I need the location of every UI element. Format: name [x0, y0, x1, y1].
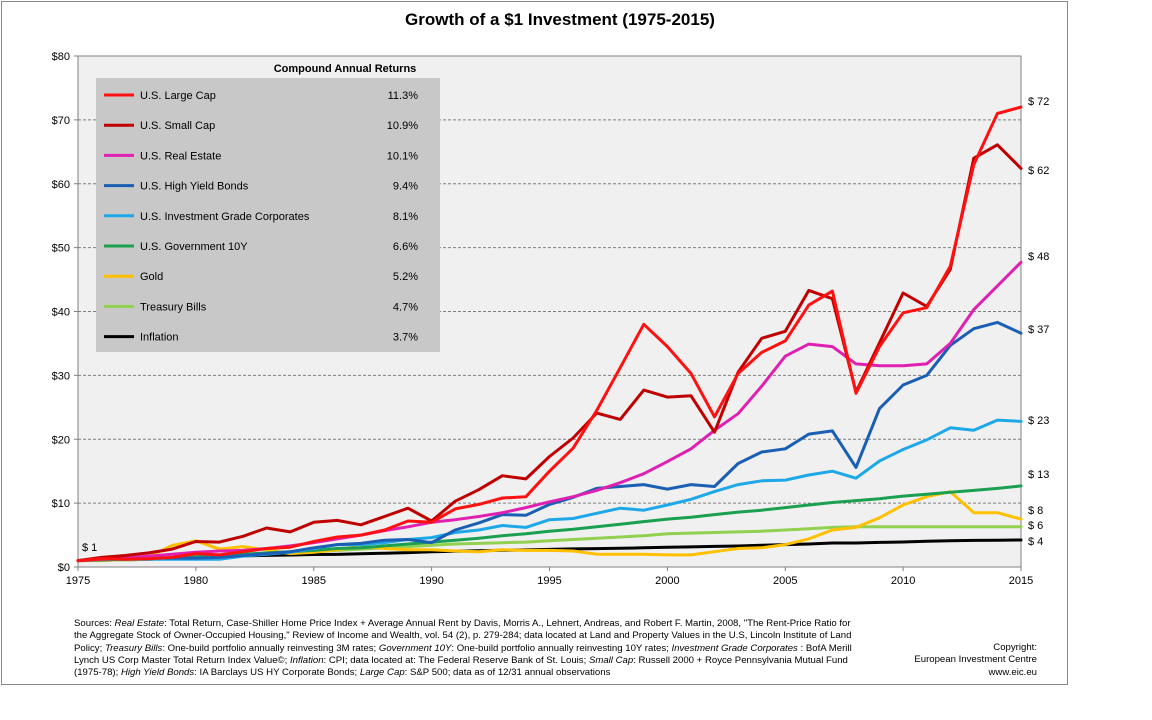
series-line [76, 105, 1023, 563]
chart-title: Growth of a $1 Investment (1975-2015) [405, 10, 715, 29]
copyright-note: Copyright: European Investment Centre ww… [895, 642, 1037, 679]
legend-return: 3.7% [393, 332, 418, 344]
end-value-label: $ 48 [1028, 251, 1049, 263]
y-tick-label: $50 [52, 243, 70, 255]
end-value-label: $ 13 [1028, 469, 1049, 481]
x-tick-label: 2000 [655, 575, 679, 587]
legend-return: 5.2% [393, 271, 418, 283]
x-tick-label: 1980 [184, 575, 208, 587]
legend-label: U.S. Government 10Y [140, 241, 248, 253]
legend-return: 11.3% [388, 90, 419, 102]
legend-return: 6.6% [393, 241, 418, 253]
copyright-owner: European Investment Centre [914, 654, 1037, 666]
x-tick-label: 1975 [66, 575, 90, 587]
legend-label: U.S. High Yield Bonds [140, 181, 249, 193]
copyright-line: Copyright: [993, 642, 1037, 653]
y-tick-label: $40 [52, 307, 70, 319]
series-line [76, 320, 1023, 563]
x-axis: 1975 1980 1985 1990 1995 2000 2005 2010 2015 [66, 567, 1033, 587]
y-tick-label: $20 [52, 434, 70, 446]
x-tick-label: 1995 [537, 575, 561, 587]
legend-label: Inflation [140, 332, 179, 344]
legend-return: 8.1% [393, 211, 418, 223]
legend-box [96, 78, 440, 352]
end-value-label: $ 4 [1028, 536, 1043, 548]
x-tick-label: 2010 [891, 575, 915, 587]
y-tick-label: $10 [52, 498, 70, 510]
legend-return: 10.9% [387, 120, 418, 132]
y-tick-label: $80 [52, 51, 70, 63]
series-lines [76, 105, 1023, 563]
end-value-label: $ 37 [1028, 324, 1049, 336]
end-value-label: $ 6 [1028, 520, 1043, 532]
y-tick-label: $0 [58, 562, 70, 574]
series-line [76, 490, 1023, 563]
x-tick-label: 1990 [419, 575, 443, 587]
legend-label: U.S. Real Estate [140, 150, 221, 162]
legend-label: U.S. Large Cap [140, 90, 216, 102]
y-tick-label: $30 [52, 370, 70, 382]
y-axis: $0 $10 $20 $30 $40 $50 $60 $70 $80 [52, 51, 78, 574]
legend-header: Compound Annual Returns [274, 63, 417, 75]
legend: U.S. Large Cap 11.3% U.S. Small Cap 10.9% U.… [104, 90, 418, 344]
end-labels: $ 72 $ 62 $ 48 $ 37 $ 23 $ 13 $ 8 $ 6 $ 4 [1028, 96, 1049, 548]
end-value-label: $ 8 [1028, 505, 1043, 517]
legend-label: U.S. Investment Grade Corporates [140, 211, 310, 223]
legend-return: 9.4% [393, 181, 418, 193]
series-line [76, 260, 1023, 563]
legend-label: Gold [140, 271, 163, 283]
legend-label: U.S. Small Cap [140, 120, 215, 132]
legend-return: 10.1% [387, 150, 418, 162]
y-tick-label: $60 [52, 179, 70, 191]
start-label: $ 1 [82, 542, 97, 554]
end-value-label: $ 72 [1028, 96, 1049, 108]
x-tick-label: 2015 [1009, 575, 1033, 587]
sources-note: Sources: Real Estate: Total Return, Case… [74, 618, 852, 679]
legend-return: 4.7% [393, 301, 418, 313]
x-tick-label: 1985 [302, 575, 326, 587]
legend-label: Treasury Bills [140, 301, 207, 313]
end-value-label: $ 23 [1028, 415, 1049, 427]
y-tick-label: $70 [52, 115, 70, 127]
copyright-url: www.eic.eu [988, 666, 1037, 678]
end-value-label: $ 62 [1028, 165, 1049, 177]
x-tick-label: 2005 [773, 575, 797, 587]
